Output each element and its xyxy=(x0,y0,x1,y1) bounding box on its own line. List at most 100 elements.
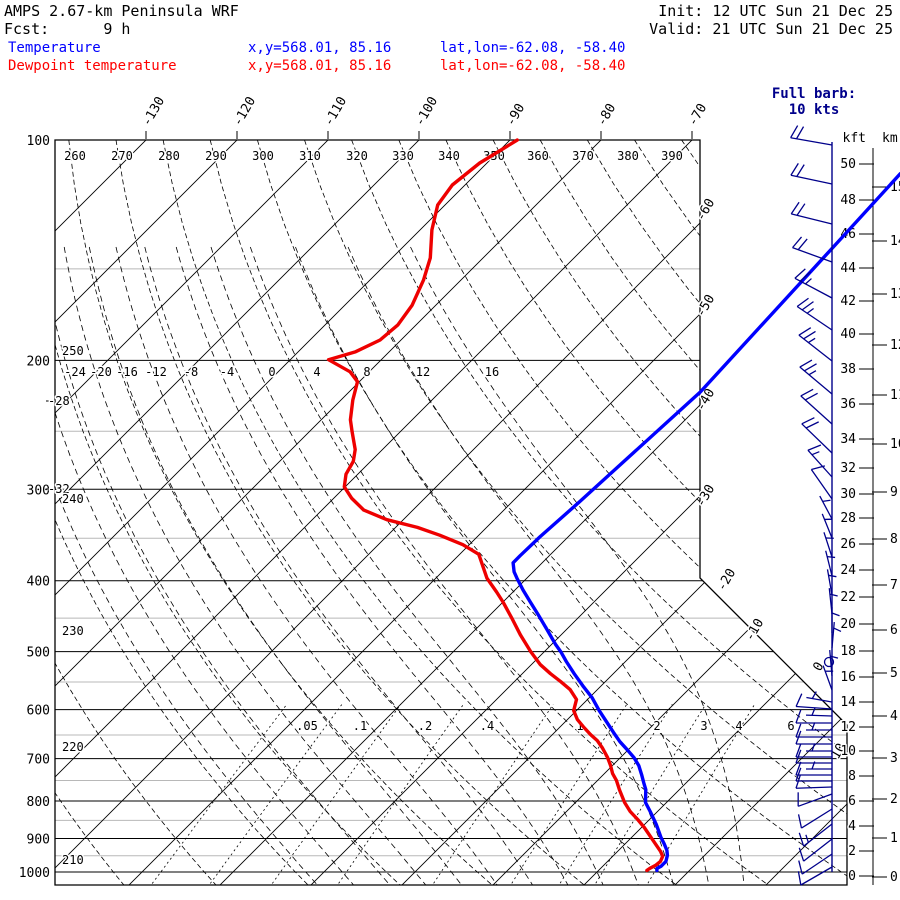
grid-curve xyxy=(207,704,342,887)
dry-adiabat-label: 360 xyxy=(527,149,549,163)
wind-barb-icon xyxy=(797,298,832,330)
moist-adiabat-label: 0 xyxy=(268,365,275,379)
dry-adiabat-label: 270 xyxy=(111,149,133,163)
pressure-tick-label: 700 xyxy=(27,753,50,768)
grid-curve xyxy=(211,247,604,888)
kft-axis-title: kft xyxy=(843,131,866,146)
grid-curve xyxy=(493,140,900,886)
top-isotherm-label: -120 xyxy=(230,94,259,129)
pressure-tick-label: 500 xyxy=(27,646,50,661)
dry-adiabat-label: 300 xyxy=(252,149,274,163)
kft-tick-label: 48 xyxy=(840,193,856,208)
wind-barb-icon xyxy=(829,588,837,614)
kft-tick-label: 16 xyxy=(840,670,856,685)
mixing-ratio-label: 3 xyxy=(700,719,707,733)
km-tick-label: 9. xyxy=(890,485,900,500)
km-tick-label: 14. xyxy=(890,234,900,249)
grid-curve xyxy=(411,247,745,888)
wind-barb-icon xyxy=(793,237,832,262)
pressure-tick-label: 900 xyxy=(27,833,50,848)
mixing-ratio-label: .2 xyxy=(418,719,432,733)
kft-tick-label: 40 xyxy=(840,327,856,342)
dry-adiabat-label: 320 xyxy=(346,149,368,163)
moist-adiabat-label: 12 xyxy=(416,365,430,379)
moist-adiabat-label: 8 xyxy=(363,365,370,379)
dry-adiabat-left-label: 230 xyxy=(62,624,84,638)
right-isotherm-label: -20 xyxy=(714,566,739,594)
km-tick-label: 12. xyxy=(890,338,900,353)
dry-adiabat-label: 330 xyxy=(392,149,414,163)
moist-adiabat-label: 4 xyxy=(313,365,320,379)
moist-adiabat-label: -8 xyxy=(184,365,198,379)
right-isotherm-label: -60 xyxy=(693,196,718,224)
grid-curve xyxy=(269,704,400,887)
km-tick-label: 0. xyxy=(890,870,900,885)
moist-adiabat-label: -16 xyxy=(116,365,138,379)
moist-adiabat-label: -20 xyxy=(90,365,112,379)
kft-tick-label: 6 xyxy=(848,794,856,809)
right-isotherm-label: -30 xyxy=(693,482,718,510)
dry-adiabat-label: 380 xyxy=(617,149,639,163)
kft-tick-label: 0 xyxy=(848,869,856,884)
top-isotherm-label: -100 xyxy=(412,94,441,129)
dry-adiabat-left-label: 250 xyxy=(62,344,84,358)
top-isotherm-label: -90 xyxy=(503,101,528,129)
grid-curve xyxy=(0,140,125,886)
grid-curve xyxy=(635,140,900,886)
kft-tick-label: 8 xyxy=(848,769,856,784)
kft-tick-label: 30 xyxy=(840,487,856,502)
kft-tick-label: 38 xyxy=(840,362,856,377)
grid-curve xyxy=(257,140,862,886)
grid-curve xyxy=(210,140,770,886)
mixing-ratio-label: .1 xyxy=(353,719,367,733)
dry-adiabat-left-label: 210 xyxy=(62,853,84,867)
kft-tick-label: 36 xyxy=(840,397,856,412)
kft-tick-label: 20 xyxy=(840,617,856,632)
kft-tick-label: 2 xyxy=(848,844,856,859)
kft-tick-label: 4 xyxy=(848,819,856,834)
kft-tick-label: 14 xyxy=(840,695,856,710)
wind-barb-icon xyxy=(799,328,832,361)
wind-barb-icon xyxy=(826,551,835,576)
mixing-ratio-label: 2 xyxy=(653,719,660,733)
dry-adiabat-label: 290 xyxy=(205,149,227,163)
kft-tick-label: 22 xyxy=(840,590,856,605)
km-tick-label: 3. xyxy=(890,751,900,766)
grid-curve xyxy=(0,247,319,888)
moist-adiabat-label: -12 xyxy=(145,365,167,379)
right-isotherm-label: -40 xyxy=(693,386,718,414)
kft-tick-label: 50 xyxy=(840,157,856,172)
km-tick-label: 5. xyxy=(890,666,900,681)
pressure-tick-label: 100 xyxy=(27,134,50,149)
km-tick-label: 8. xyxy=(890,532,900,547)
mixing-ratio-label: 4 xyxy=(735,719,742,733)
dry-adiabat-label: 370 xyxy=(572,149,594,163)
grid-curve xyxy=(22,140,401,886)
isotherm-line xyxy=(397,130,900,890)
isotherm-line xyxy=(0,130,520,890)
isotherm-line xyxy=(0,130,338,890)
kft-tick-label: 12 xyxy=(840,720,856,735)
km-tick-label: 11. xyxy=(890,388,900,403)
kft-tick-label: 24 xyxy=(840,563,856,578)
background-grid xyxy=(0,130,900,890)
kft-tick-label: 10 xyxy=(840,744,856,759)
isotherm-line xyxy=(0,130,247,890)
isotherm-line xyxy=(0,130,611,890)
dry-adiabat-left-label: 220 xyxy=(62,740,84,754)
grid-curve xyxy=(0,140,309,886)
pressure-tick-label: 300 xyxy=(27,483,50,498)
km-tick-label: 6. xyxy=(890,623,900,638)
pressure-tick-label: 400 xyxy=(27,575,50,590)
grid-curve xyxy=(399,140,900,886)
wind-barb-icon xyxy=(820,496,832,519)
top-isotherm-label: -80 xyxy=(594,101,619,129)
km-axis-title: km xyxy=(882,131,898,146)
wind-barb-icon xyxy=(791,163,832,184)
top-isotherm-label: -110 xyxy=(321,94,350,129)
isotherm-line xyxy=(761,130,900,890)
grid-curve xyxy=(305,140,900,886)
moist-adiabat-label: 16 xyxy=(485,365,499,379)
kft-tick-label: 42 xyxy=(840,294,856,309)
wind-barb-icon xyxy=(801,389,832,424)
